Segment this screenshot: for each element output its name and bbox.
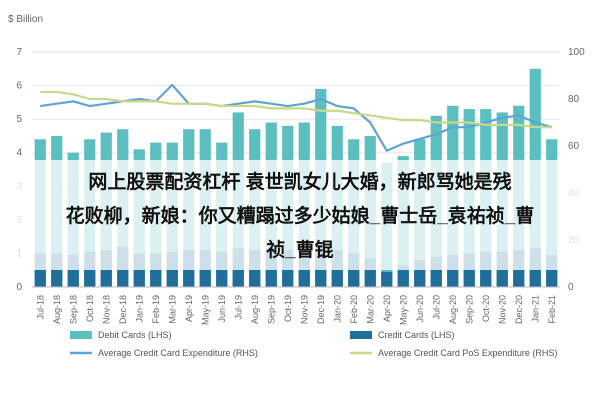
left-tick-label: 0 bbox=[16, 282, 22, 293]
bar-credit-cards bbox=[414, 260, 426, 287]
x-tick-label: Aug-20 bbox=[448, 295, 458, 324]
bar-credit-cards bbox=[150, 253, 162, 287]
lines bbox=[40, 83, 553, 152]
line-avg-pos-expenditure bbox=[40, 90, 552, 129]
x-tick-label: May-19 bbox=[200, 295, 210, 325]
x-tick-label: Feb-20 bbox=[349, 295, 359, 324]
overlay-title-line-3: 祯_曹锟 bbox=[266, 240, 334, 261]
x-tick-label: Feb-21 bbox=[547, 295, 557, 324]
bar-credit-cards bbox=[546, 255, 558, 287]
left-tick-label: 5 bbox=[16, 114, 22, 125]
x-tick-label: Jan-21 bbox=[530, 295, 540, 323]
right-tick-label: 60 bbox=[568, 141, 580, 152]
x-tick-label: Aug-19 bbox=[250, 295, 260, 324]
right-tick-label: 0 bbox=[568, 282, 574, 293]
x-tick-label: Jun-19 bbox=[217, 295, 227, 323]
x-tick-label: Sep-20 bbox=[464, 295, 474, 324]
right-tick-label: 100 bbox=[568, 47, 585, 58]
legend: Debit Cards (LHS) Credit Cards (LHS) Avera… bbox=[70, 330, 557, 358]
x-tick-label: Nov-19 bbox=[299, 295, 309, 324]
bar-credit-cards bbox=[133, 253, 145, 287]
x-tick-label: Nov-18 bbox=[101, 295, 111, 324]
x-tick-label: Jul-20 bbox=[431, 295, 441, 320]
bar-credit-cards bbox=[51, 253, 63, 287]
x-tick-label: Dec-19 bbox=[316, 295, 326, 324]
bar-credit-cards bbox=[67, 255, 79, 287]
overlay-title-line-2: 花败柳，新娘：你又糟蹋过多少姑娘_曹士岳_袁祐祯_曹 bbox=[65, 206, 535, 227]
x-tick-label: Oct-20 bbox=[481, 295, 491, 322]
bar-credit-cards bbox=[364, 258, 376, 287]
axes: 01234567020406080100Jul-18Aug-18Sep-18Oc… bbox=[16, 47, 585, 325]
line-avg-credit-expenditure bbox=[40, 83, 553, 152]
left-tick-label: 7 bbox=[16, 47, 22, 58]
x-tick-label: Jul-19 bbox=[233, 295, 243, 320]
bar-credit-cards bbox=[34, 253, 46, 287]
x-tick-label: Jul-18 bbox=[35, 295, 45, 320]
x-tick-label: Sep-18 bbox=[68, 295, 78, 324]
overlay-title-line-1: 网上股票配资杠杆 袁世凯女儿大婚，新郎骂她是残 bbox=[88, 172, 512, 193]
x-tick-label: Jun-20 bbox=[415, 295, 425, 323]
legend-label: Average Credit Card PoS Expenditure (RHS… bbox=[378, 348, 557, 358]
x-tick-label: Sep-19 bbox=[266, 295, 276, 324]
legend-swatch bbox=[350, 331, 372, 339]
x-tick-label: Apr-20 bbox=[382, 295, 392, 322]
x-tick-label: Apr-19 bbox=[184, 295, 194, 322]
bar-credit-cards bbox=[348, 253, 360, 287]
x-tick-label: Mar-19 bbox=[167, 295, 177, 324]
bar-credit-cards bbox=[430, 256, 442, 287]
legend-label: Credit Cards (LHS) bbox=[378, 330, 455, 340]
legend-label: Debit Cards (LHS) bbox=[98, 330, 172, 340]
x-tick-label: Mar-20 bbox=[365, 295, 375, 324]
x-tick-label: Oct-18 bbox=[85, 295, 95, 322]
left-tick-label: 4 bbox=[16, 148, 22, 159]
left-tick-label: 6 bbox=[16, 81, 22, 92]
bar-credit-cards bbox=[447, 255, 459, 287]
x-tick-label: Dec-18 bbox=[118, 295, 128, 324]
x-tick-label: Jan-20 bbox=[332, 295, 342, 323]
bar-credit-cards bbox=[381, 271, 393, 287]
x-tick-label: Aug-18 bbox=[52, 295, 62, 324]
legend-label: Average Credit Card Expenditure (RHS) bbox=[98, 348, 258, 358]
overlay-band bbox=[0, 160, 600, 270]
x-tick-label: Dec-20 bbox=[514, 295, 524, 324]
x-tick-label: Feb-19 bbox=[151, 295, 161, 324]
x-tick-label: May-20 bbox=[398, 295, 408, 325]
left-axis-unit-label: $ Billion bbox=[8, 14, 43, 25]
bar-credit-cards bbox=[397, 265, 409, 287]
x-tick-label: Oct-19 bbox=[283, 295, 293, 322]
right-tick-label: 80 bbox=[568, 94, 580, 105]
x-tick-label: Nov-20 bbox=[497, 295, 507, 324]
legend-swatch bbox=[70, 331, 92, 339]
bar-credit-cards bbox=[463, 253, 475, 287]
x-tick-label: Jan-19 bbox=[134, 295, 144, 323]
